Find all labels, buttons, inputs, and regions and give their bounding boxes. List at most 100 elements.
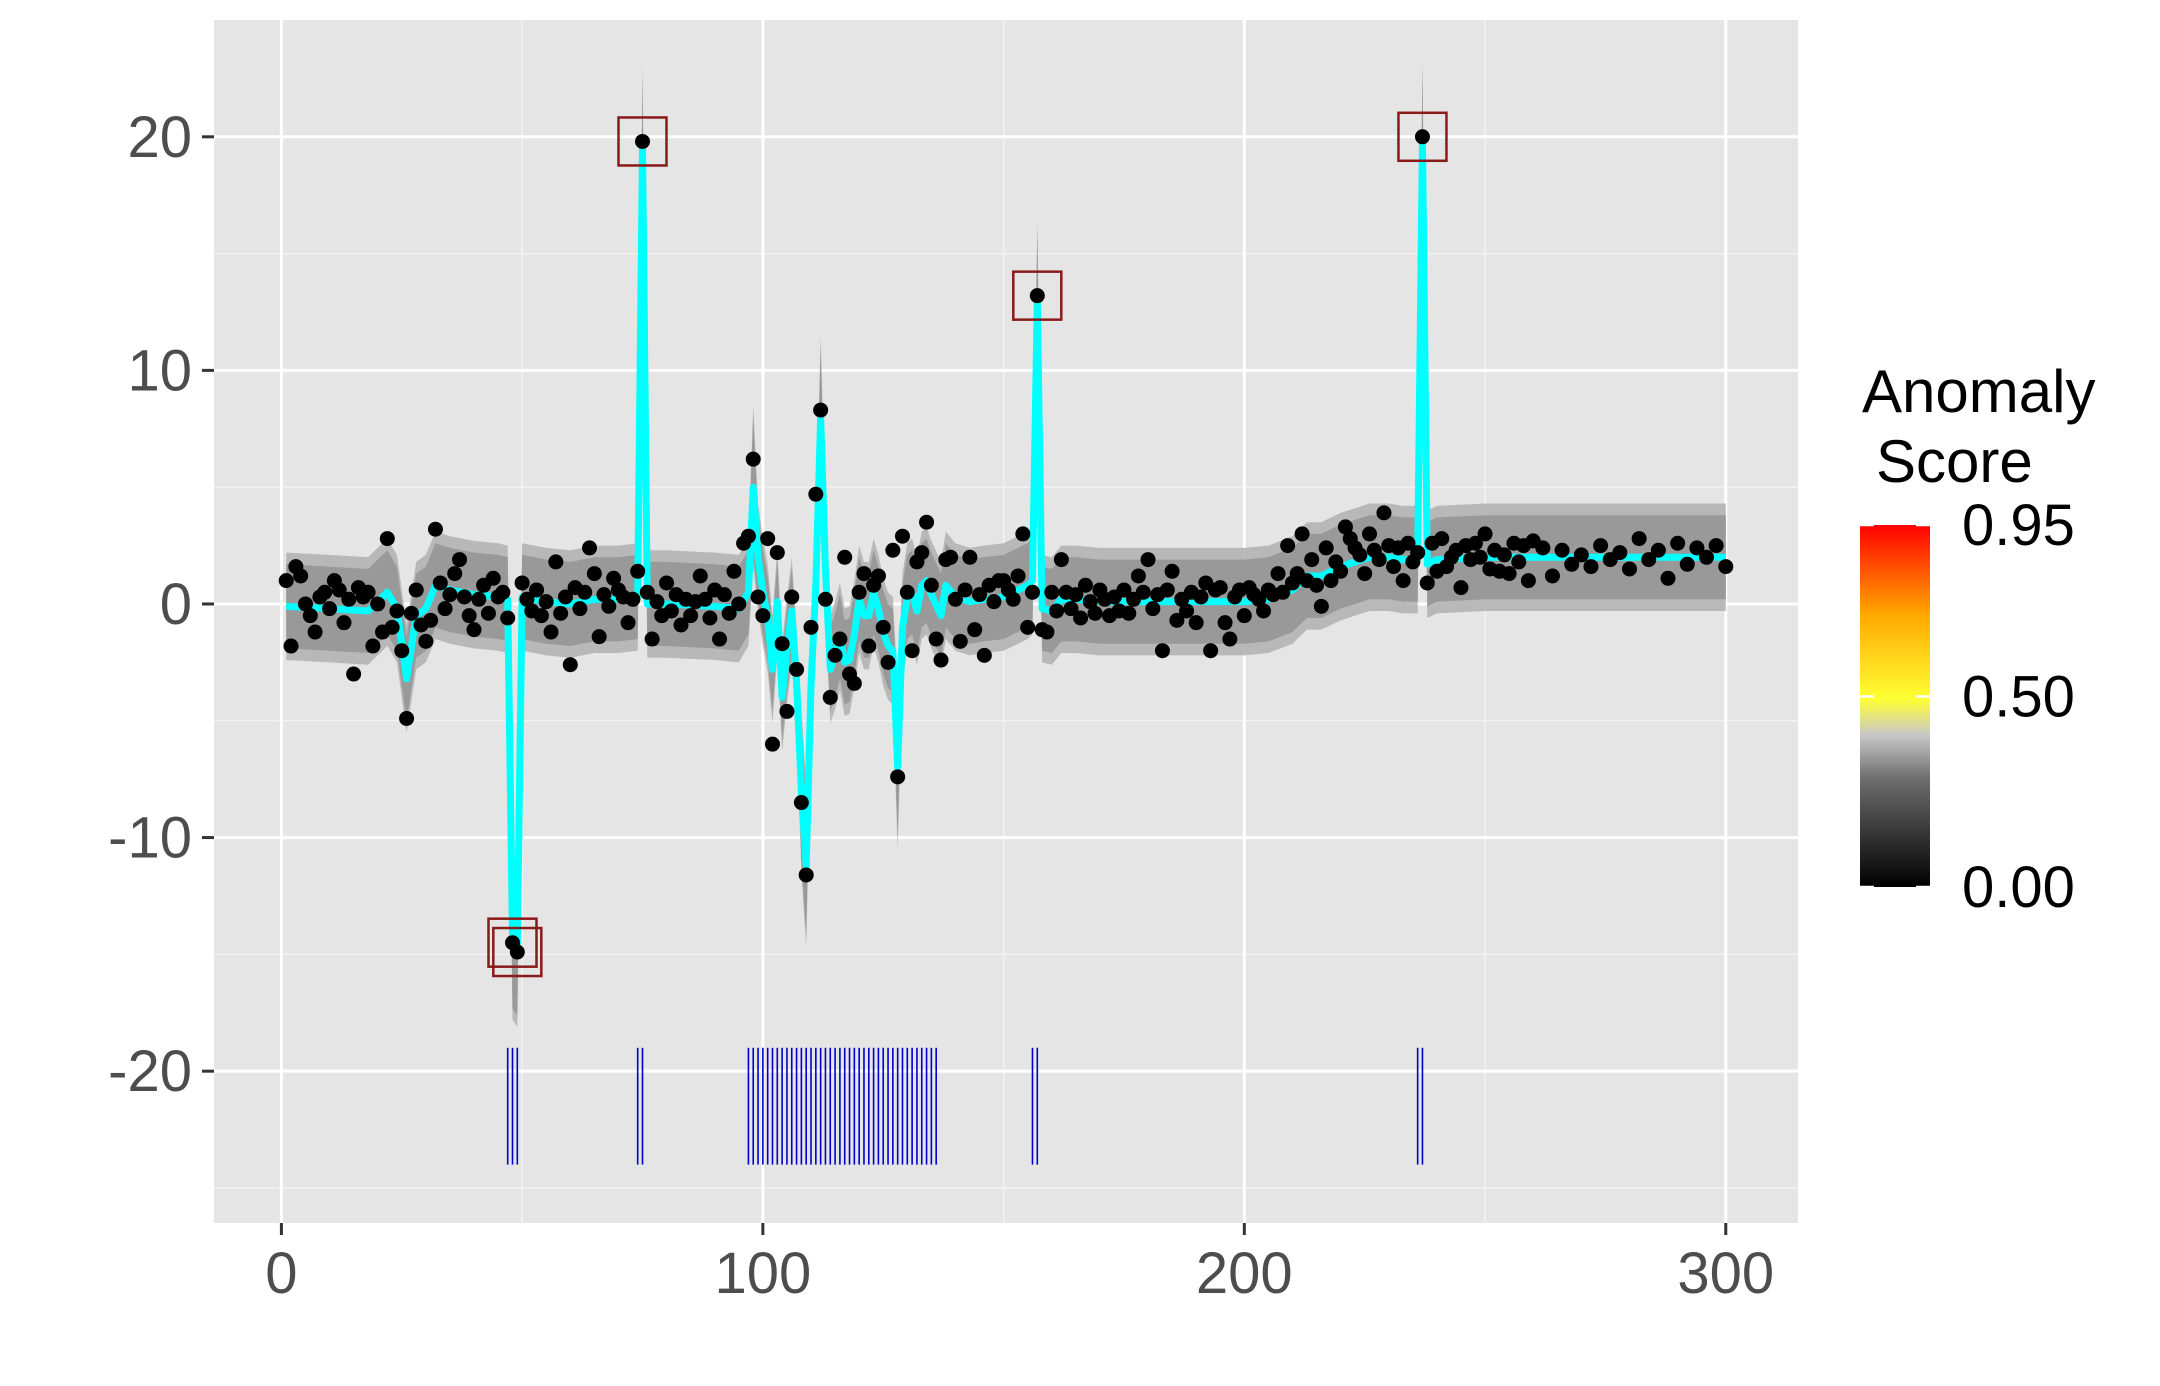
data-point — [1212, 580, 1228, 596]
data-point — [875, 619, 891, 635]
y-tick-label: 20 — [127, 105, 192, 170]
data-point — [827, 647, 843, 663]
data-point — [1410, 545, 1426, 561]
plot-panel — [214, 20, 1798, 1223]
legend-title-line: Score — [1876, 428, 2033, 495]
data-point — [769, 545, 785, 561]
data-point — [899, 584, 915, 600]
data-point — [1188, 615, 1204, 631]
data-point — [442, 587, 458, 603]
data-point — [1169, 612, 1185, 628]
data-point — [1708, 538, 1724, 554]
data-point — [1024, 584, 1040, 600]
data-point — [1077, 577, 1093, 593]
data-point — [1434, 531, 1450, 547]
data-point — [1318, 540, 1334, 556]
data-point — [297, 596, 313, 612]
data-point — [1159, 582, 1175, 598]
color-scale-label: 0.50 — [1962, 664, 2075, 729]
data-point — [557, 589, 573, 605]
data-point — [702, 610, 718, 626]
data-point — [1414, 129, 1430, 145]
data-point — [1362, 526, 1378, 542]
data-point — [880, 654, 896, 670]
data-point — [1641, 552, 1657, 568]
data-point — [1063, 601, 1079, 617]
data-point — [1116, 582, 1132, 598]
data-point — [813, 402, 829, 418]
data-point — [1371, 552, 1387, 568]
data-point — [923, 577, 939, 593]
anomaly-marker — [1397, 111, 1448, 163]
data-point — [519, 591, 535, 607]
data-point — [1256, 603, 1272, 619]
data-point — [928, 631, 944, 647]
color-scale-bar — [1860, 525, 1930, 887]
legend-title-line: Anomaly — [1862, 358, 2095, 425]
data-point — [837, 549, 853, 565]
data-point — [1467, 535, 1483, 551]
data-point — [307, 624, 323, 640]
data-point — [1660, 570, 1676, 586]
data-point — [890, 769, 906, 785]
data-point — [798, 867, 814, 883]
data-point — [403, 605, 419, 621]
data-point — [1039, 624, 1055, 640]
data-point — [793, 795, 809, 811]
data-point — [1631, 531, 1647, 547]
data-point — [760, 531, 776, 547]
x-tick-label: 200 — [1196, 1241, 1293, 1306]
data-point — [1203, 643, 1219, 659]
data-point — [673, 617, 689, 633]
data-point — [591, 629, 607, 645]
data-point — [957, 582, 973, 598]
data-point — [1020, 619, 1036, 635]
data-point — [1535, 540, 1551, 556]
data-point — [427, 521, 443, 537]
data-point — [692, 568, 708, 584]
data-point — [317, 584, 333, 600]
data-point — [553, 605, 569, 621]
data-point — [1496, 547, 1512, 563]
y-tick-label: -10 — [108, 806, 192, 871]
data-point — [721, 605, 737, 621]
data-point — [1154, 643, 1170, 659]
data-point — [1280, 538, 1296, 554]
data-point — [1453, 580, 1469, 596]
data-point — [740, 528, 756, 544]
data-point — [731, 596, 747, 612]
data-point — [716, 587, 732, 603]
data-point — [437, 601, 453, 617]
data-point — [976, 647, 992, 663]
data-point — [1140, 552, 1156, 568]
data-point — [1044, 584, 1060, 600]
data-point — [856, 566, 872, 582]
data-point — [389, 603, 405, 619]
data-point — [447, 566, 463, 582]
data-point — [1270, 566, 1286, 582]
data-point — [914, 545, 930, 561]
data-point — [1520, 573, 1536, 589]
data-point — [322, 601, 338, 617]
data-point — [697, 591, 713, 607]
data-point — [1193, 589, 1209, 605]
data-point — [278, 573, 294, 589]
anomaly-marker — [617, 116, 668, 167]
data-point — [471, 591, 487, 607]
data-point — [529, 582, 545, 598]
color-scale-label: 0.00 — [1962, 855, 2075, 920]
data-point — [933, 652, 949, 668]
x-tick-label: 300 — [1677, 1241, 1774, 1306]
data-point — [336, 615, 352, 631]
data-point — [418, 633, 434, 649]
data-point — [408, 582, 424, 598]
data-point — [365, 638, 381, 654]
data-point — [620, 615, 636, 631]
data-point — [577, 584, 593, 600]
data-point — [384, 619, 400, 635]
data-point — [485, 570, 501, 586]
data-point — [1010, 568, 1026, 584]
data-point — [649, 594, 665, 610]
data-point — [1029, 288, 1045, 304]
data-point — [1121, 605, 1137, 621]
